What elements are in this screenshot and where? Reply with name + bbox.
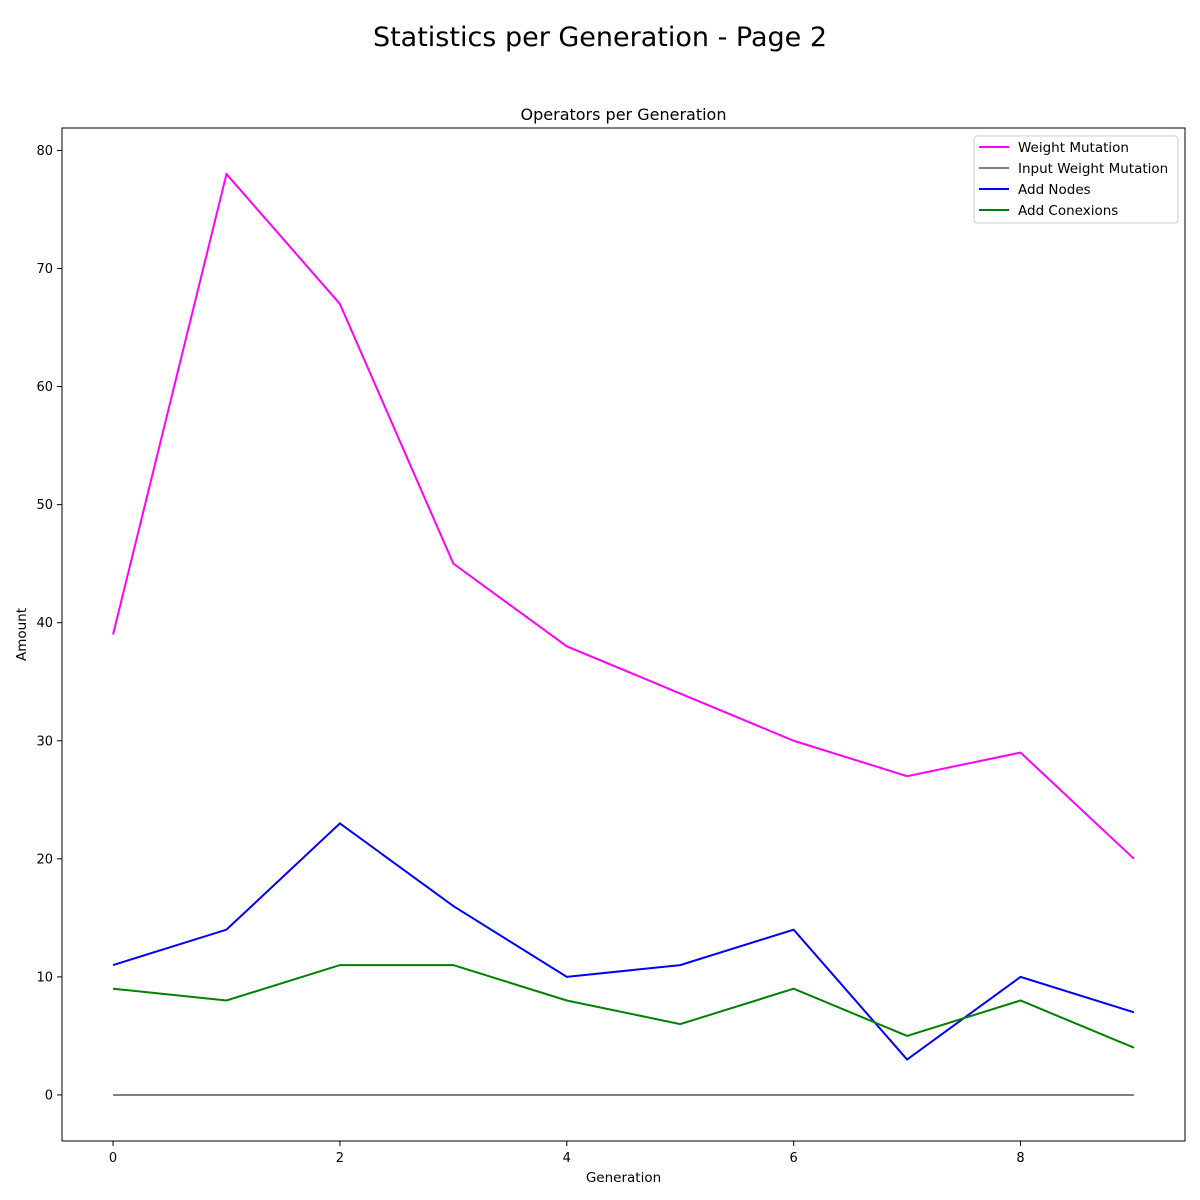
series-line-4: [112, 964, 1135, 1049]
axes-frame: [61, 127, 1186, 1142]
y-tick-label: 10: [36, 970, 53, 985]
plot-area: [112, 171, 1135, 1096]
y-tick-label: 50: [36, 498, 53, 513]
y-axis-label: Amount: [14, 608, 30, 661]
legend: Weight Mutation Input Weight Mutation Add …: [973, 135, 1179, 224]
legend-label: Weight Mutation: [1018, 140, 1129, 156]
y-tick-label: 30: [36, 734, 53, 749]
x-tick-label: 4: [563, 1151, 571, 1166]
legend-label: Add Nodes: [1018, 182, 1091, 198]
x-tick-label: 6: [790, 1151, 798, 1166]
legend-label: Input Weight Mutation: [1018, 161, 1168, 177]
x-tick-label: 0: [109, 1151, 117, 1166]
y-tick-label: 80: [36, 144, 53, 159]
y-tick-label: 70: [36, 262, 53, 277]
axes-title: Operators per Generation: [521, 105, 727, 124]
x-tick-label: 2: [336, 1151, 344, 1166]
figure-suptitle: Statistics per Generation - Page 2: [373, 22, 827, 53]
legend-box: [973, 135, 1179, 224]
x-axis-label: Generation: [586, 1170, 661, 1186]
y-tick-label: 60: [36, 380, 53, 395]
x-tick-label: 8: [1016, 1151, 1024, 1166]
series-line-1: [112, 171, 1135, 860]
y-tick-label: 0: [45, 1088, 53, 1103]
legend-label: Add Conexions: [1018, 203, 1118, 219]
y-tick-label: 20: [36, 852, 53, 867]
y-tick-label: 40: [36, 616, 53, 631]
